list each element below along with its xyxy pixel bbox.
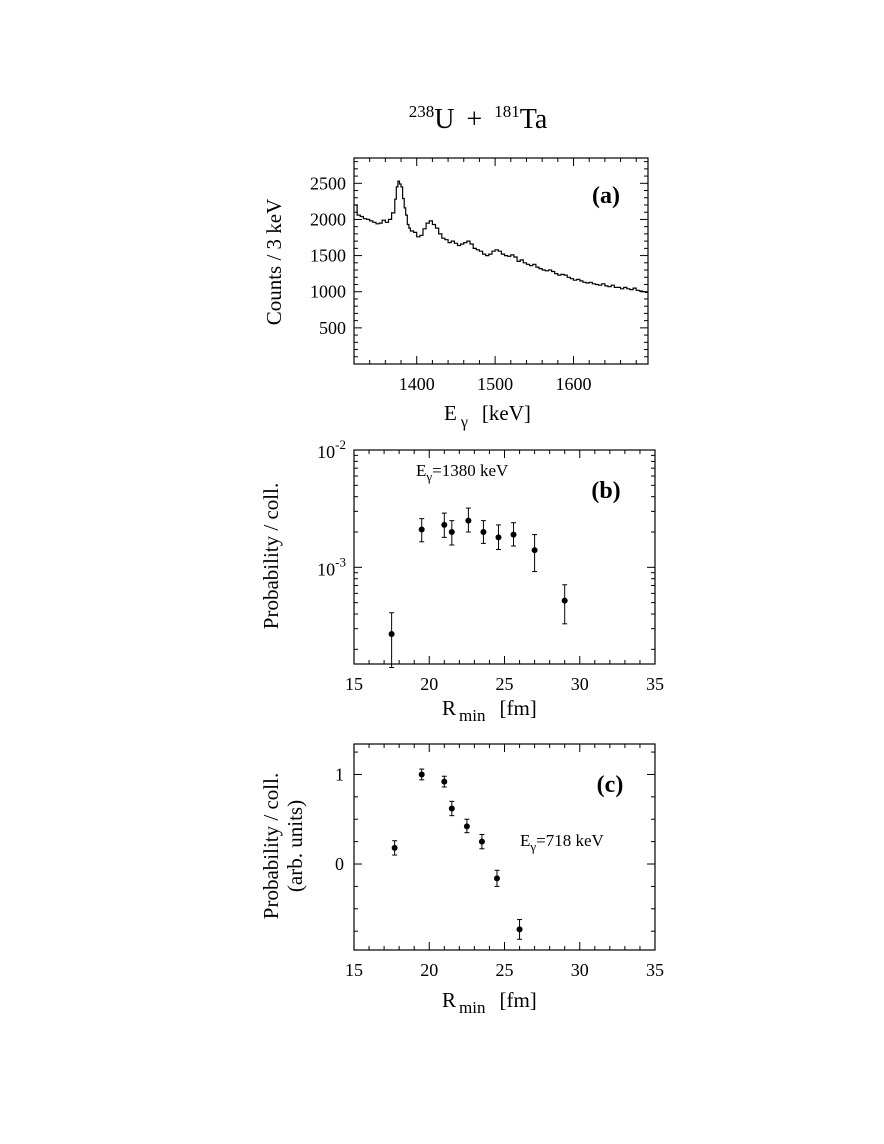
panel-c-xlabel-main: R xyxy=(442,988,456,1012)
panel-a-x-tick-labels: 1400 1500 1600 xyxy=(399,374,592,394)
panel-b-annot-rest: =1380 keV xyxy=(432,461,509,480)
panel-c-xlabel-unit: [fm] xyxy=(499,988,536,1012)
panel-b-ytick-exp: -3 xyxy=(335,554,346,569)
panel-c-xtick-label: 20 xyxy=(420,960,438,980)
panel-c-xtick-label: 30 xyxy=(571,960,589,980)
panel-a-xlabel-unit: [keV] xyxy=(482,401,531,425)
panel-b-xtick-label: 30 xyxy=(571,674,589,694)
panel-a-ytick-label: 2500 xyxy=(310,173,346,193)
spectrum-histogram xyxy=(354,180,648,293)
title-plus: + xyxy=(466,104,482,135)
figure-title: 238U +181Ta xyxy=(409,102,548,135)
panel-a-label: (a) xyxy=(592,183,620,209)
panel-a-xlabel-sub: γ xyxy=(460,414,468,431)
panel-c-xtick-label: 35 xyxy=(646,960,664,980)
title-mass-2: 181 xyxy=(494,102,520,121)
panel-c-y-axis-label-line1: Probability / coll. xyxy=(259,773,283,919)
panel-b-annot-sub: γ xyxy=(425,469,432,484)
panel-c-ytick-label: 0 xyxy=(335,854,344,874)
title-symbol-1: U xyxy=(434,104,454,135)
panel-a-xtick-label: 1400 xyxy=(399,374,435,394)
panel-b-data-point xyxy=(531,547,538,554)
panel-c-xlabel-sub: min xyxy=(459,998,486,1017)
panel-b-annot-main: E xyxy=(416,461,426,480)
panel-c-label: (c) xyxy=(597,772,624,798)
panel-b-data-point xyxy=(480,529,487,536)
panel-b-annotation: Eγ=1380 keV xyxy=(416,461,509,484)
panel-b-ytick-exp: -2 xyxy=(335,437,346,452)
panel-a-ytick-label: 500 xyxy=(319,318,346,338)
panel-c-data-point xyxy=(418,771,425,778)
panel-a-ytick-label: 1000 xyxy=(310,282,346,302)
panel-c-ytick-label: 1 xyxy=(335,764,344,784)
panel-c-data-point xyxy=(478,838,485,845)
panel-b-data-points xyxy=(388,507,568,669)
panel-c-annotation: Eγ=718 keV xyxy=(520,831,605,854)
panel-b-xtick-label: 15 xyxy=(345,674,363,694)
panel-c-data-point xyxy=(448,805,455,812)
panel-a-xtick-label: 1500 xyxy=(477,374,513,394)
panel-b-data-point xyxy=(418,526,425,533)
panel-b-xtick-label: 35 xyxy=(646,674,664,694)
panel-b-xlabel-main: R xyxy=(442,696,456,720)
panel-b-data-point xyxy=(510,531,517,538)
panel-b-label: (b) xyxy=(591,478,620,504)
panel-b-ytick-base: 10 xyxy=(317,559,335,579)
panel-c-data-point xyxy=(516,926,523,933)
panel-b-ytick-base: 10 xyxy=(317,442,335,462)
panel-c-x-tick-labels: 15 20 25 30 35 xyxy=(345,960,664,980)
panel-b-xlabel-unit: [fm] xyxy=(499,696,536,720)
panel-a-y-axis-label: Counts / 3 keV xyxy=(262,199,286,326)
panel-c-data-point xyxy=(493,875,500,882)
panel-b-ytick-label: 10-2 xyxy=(317,437,346,462)
panel-b-y-tick-labels: 10-210-3 xyxy=(317,437,346,579)
panel-b-xlabel-sub: min xyxy=(459,706,486,725)
panel-c-xtick-label: 15 xyxy=(345,960,363,980)
panel-b-data-point xyxy=(495,534,502,541)
panel-c-annot-sub: γ xyxy=(529,839,536,854)
panel-b-xtick-label: 20 xyxy=(420,674,438,694)
panel-c-xtick-label: 25 xyxy=(496,960,514,980)
panel-a-y-tick-labels: 500 1000 1500 2000 2500 xyxy=(310,173,346,338)
panel-a-ytick-label: 2000 xyxy=(310,209,346,229)
panel-b-xtick-label: 25 xyxy=(496,674,514,694)
panel-b-data-point xyxy=(561,597,568,604)
panel-c-ticks xyxy=(354,744,655,950)
panel-c-y-tick-labels: 01 xyxy=(335,764,344,874)
panel-b-ticks xyxy=(354,449,655,664)
panel-c-annot-rest: =718 keV xyxy=(536,831,604,850)
panel-c-data-point xyxy=(441,778,448,785)
panel-b-data-point xyxy=(388,631,395,638)
panel-a-ytick-label: 1500 xyxy=(310,246,346,266)
panel-b-x-tick-labels: 15 20 25 30 35 xyxy=(345,674,664,694)
title-mass-1: 238 xyxy=(409,102,435,121)
panel-a-xtick-label: 1600 xyxy=(556,374,592,394)
panel-a-xlabel-main: E xyxy=(444,401,457,425)
panel-c-data-points xyxy=(391,768,523,940)
panel-c-y-axis-label-line2: (arb. units) xyxy=(283,800,307,892)
panel-b-data-point xyxy=(448,529,455,536)
panel-c-data-point xyxy=(391,844,398,851)
panel-c-annot-main: E xyxy=(520,831,530,850)
panel-b-ytick-label: 10-3 xyxy=(317,554,346,579)
title-symbol-2: Ta xyxy=(520,104,548,135)
panel-b-data-point xyxy=(441,521,448,528)
panel-c-data-point xyxy=(463,823,470,830)
panel-a-frame xyxy=(353,157,649,365)
panel-b-data-point xyxy=(465,517,472,524)
panel-b-y-axis-label: Probability / coll. xyxy=(259,483,283,629)
